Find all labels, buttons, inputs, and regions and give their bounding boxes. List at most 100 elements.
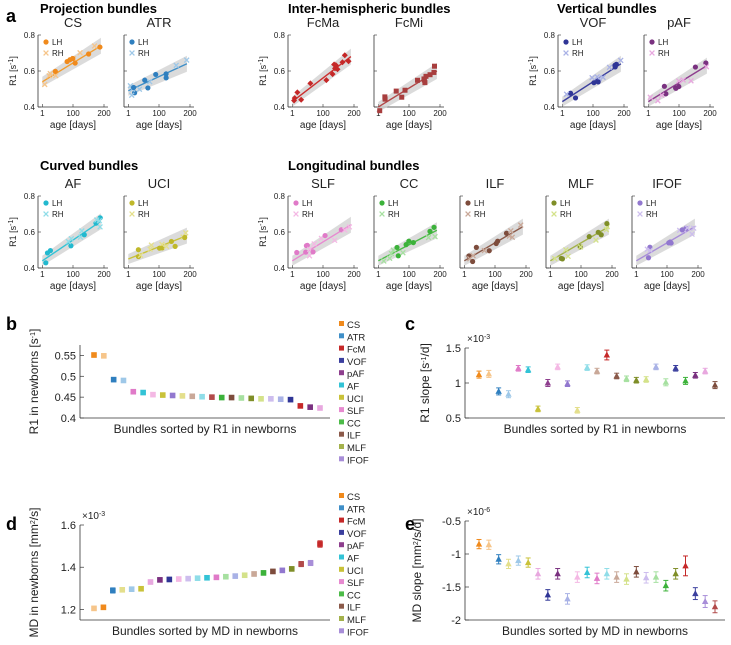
legend-marker-lh-ilf <box>465 200 471 206</box>
data-point-panel-c <box>672 364 679 372</box>
data-point-cc <box>400 249 406 256</box>
data-point-mlf <box>577 244 584 250</box>
y-label-slf: R1 [s-1] <box>258 217 269 247</box>
data-point-uci <box>182 234 188 241</box>
data-point-panel-c <box>554 363 561 371</box>
legend-label-rh-slf: RH <box>302 210 314 219</box>
legend-marker-rh-slf <box>293 211 299 217</box>
panel-label-d: d <box>6 514 17 534</box>
data-point-panel-b <box>297 403 304 409</box>
legend-marker-panel-d <box>339 493 344 498</box>
data-point-fcmi <box>427 72 433 78</box>
data-point-cs <box>52 68 58 74</box>
y-tick-label-panel-c: 0.5 <box>446 413 461 425</box>
data-point-panel-d <box>241 572 248 579</box>
data-point-af <box>65 238 72 245</box>
data-point-panel-d <box>147 579 154 585</box>
data-point-panel-b <box>307 404 313 410</box>
legend-marker-panel-b <box>339 394 344 400</box>
data-point-panel-d <box>100 604 107 611</box>
y-tick-label-panel-d: 1.6 <box>61 520 76 532</box>
legend-marker-panel-b <box>339 444 344 449</box>
legend-label-rh-uci: RH <box>138 210 150 219</box>
y-label-vof: R1 [s-1] <box>528 56 539 86</box>
legend-label-panel-b: AF <box>347 382 359 393</box>
legend-label-panel-d: CC <box>347 590 361 601</box>
legend-marker-panel-b <box>339 456 344 462</box>
legend-marker-rh-ifof <box>637 211 643 217</box>
data-point-ilf <box>470 258 476 265</box>
data-point-panel-e <box>633 566 640 578</box>
data-point-fcmi <box>382 94 388 100</box>
x-tick-label-fcmi: 200 <box>433 109 447 118</box>
data-point-fcma <box>294 89 301 96</box>
data-point-paf <box>663 91 669 97</box>
y-tick-label-panel-c: 1 <box>455 378 461 390</box>
data-point-cc <box>386 255 393 262</box>
x-tick-label-fcma: 100 <box>316 109 330 118</box>
legend-label-panel-d: FcM <box>347 517 366 528</box>
data-point-ilf <box>509 234 516 241</box>
data-point-atr <box>173 62 180 69</box>
x-tick-label-fcmi: 100 <box>402 109 416 118</box>
data-point-cs <box>77 49 83 56</box>
data-point-cc <box>410 239 416 246</box>
legend-marker-panel-d <box>339 554 344 560</box>
data-point-panel-c <box>564 380 571 387</box>
data-point-panel-d <box>91 605 97 612</box>
data-point-fcmi <box>423 73 429 79</box>
data-point-panel-b <box>179 393 186 399</box>
data-point-panel-c <box>623 375 630 383</box>
legend-marker-panel-b <box>339 419 344 425</box>
x-tick-label-uci: 1 <box>126 270 131 279</box>
data-point-cs <box>41 81 48 88</box>
data-point-panel-d <box>232 573 239 579</box>
data-point-panel-b <box>150 391 156 398</box>
x-tick-label-mlf: 1 <box>548 270 553 279</box>
data-point-panel-d <box>213 574 220 581</box>
data-point-uci <box>148 242 155 248</box>
panel-d-chart: 1.2 1.4 1.6 Bundles sorted by MD in newborn… <box>27 492 369 638</box>
legend-label-panel-b: CS <box>347 320 360 331</box>
data-point-panel-b <box>189 393 196 400</box>
legend-label-panel-d: UCI <box>347 566 363 577</box>
legend-marker-lh-uci <box>129 200 135 206</box>
x-tick-label-cs: 100 <box>66 109 80 118</box>
data-point-ifof <box>690 225 697 232</box>
y-tick-label-af: 0.4 <box>24 264 36 273</box>
data-point-fcma <box>298 96 305 103</box>
panel-label-e: e <box>405 514 415 534</box>
regression-line-fcma <box>291 56 352 103</box>
legend-marker-panel-d <box>339 616 344 621</box>
x-tick-label-ifof: 100 <box>660 270 674 279</box>
y-tick-label-vof: 0.4 <box>544 103 556 112</box>
legend-label-panel-d: SLF <box>347 578 365 589</box>
data-point-fcma <box>291 95 298 102</box>
data-point-paf <box>654 97 661 104</box>
data-point-af <box>43 260 49 266</box>
data-point-uci <box>182 230 189 236</box>
x-label-mlf: age [days] <box>558 281 604 292</box>
data-point-panel-e <box>593 572 601 585</box>
data-point-panel-b <box>258 396 264 402</box>
legend-marker-lh-slf <box>293 200 299 206</box>
data-point-paf <box>661 83 667 89</box>
subplot-title-uci: UCI <box>148 176 170 191</box>
x-label-ilf: age [days] <box>472 281 518 292</box>
data-point-vof <box>572 95 579 101</box>
data-point-panel-e <box>505 558 512 570</box>
data-point-slf <box>310 249 316 255</box>
data-point-panel-d <box>298 561 304 568</box>
data-point-panel-d <box>175 576 182 582</box>
regression-line-atr <box>128 63 188 92</box>
data-point-panel-d <box>307 559 314 567</box>
legend-marker-rh-uci <box>129 211 135 217</box>
x-tick-label-slf: 1 <box>290 270 295 279</box>
data-point-fcma <box>307 80 314 87</box>
panel-e-chart: -2 -1.5 -1 -0.5 Bundles sorted by MD in newb… <box>410 507 725 638</box>
subplot-title-fcmi: FcMi <box>395 15 423 30</box>
